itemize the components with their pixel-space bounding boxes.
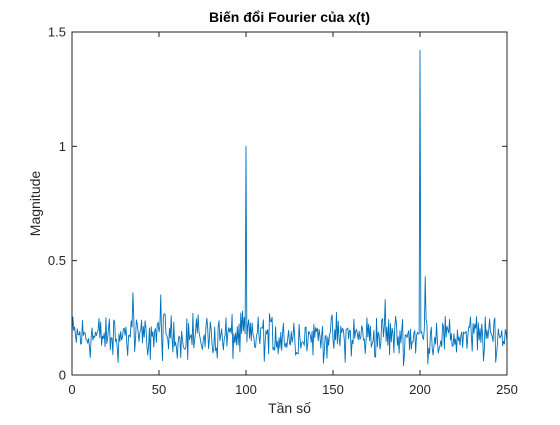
x-tick-label: 200 <box>409 382 431 397</box>
y-tick-label: 0 <box>59 368 66 383</box>
x-tick-label: 50 <box>152 382 166 397</box>
chart-title: Biến đổi Fourier của x(t) <box>209 9 370 25</box>
x-tick-label: 150 <box>322 382 344 397</box>
spectrum-line <box>71 49 508 367</box>
y-tick-label: 0.5 <box>48 253 66 268</box>
plot-area-box <box>71 31 508 376</box>
y-tick-label: 1.5 <box>48 25 66 40</box>
x-tick-label: 100 <box>235 382 257 397</box>
y-tick-label: 1 <box>59 139 66 154</box>
x-axis-label: Tần số <box>268 400 311 416</box>
y-axis-label: Magnitude <box>27 171 43 237</box>
x-tick-label: 0 <box>68 382 75 397</box>
x-tick-label: 250 <box>496 382 518 397</box>
